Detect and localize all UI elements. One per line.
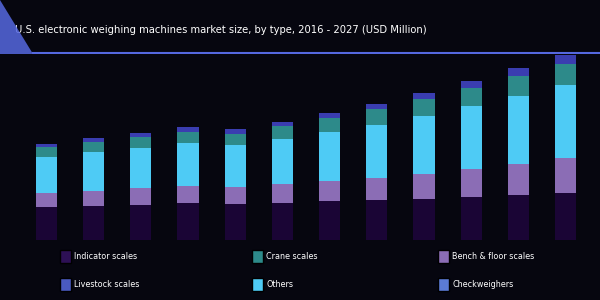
Bar	[178, 131, 199, 143]
Bar	[83, 138, 104, 142]
Bar	[319, 132, 340, 182]
Bar	[508, 195, 529, 240]
Bar	[36, 157, 57, 193]
Bar	[508, 76, 529, 96]
Bar	[130, 188, 151, 205]
Bar	[461, 88, 482, 106]
Bar	[130, 137, 151, 148]
Text: Livestock scales: Livestock scales	[74, 280, 140, 289]
Bar	[461, 106, 482, 169]
Bar	[555, 64, 576, 85]
Bar	[224, 187, 246, 204]
Bar	[272, 203, 293, 240]
Bar	[461, 197, 482, 240]
Bar	[319, 118, 340, 132]
Bar	[366, 200, 388, 240]
Bar	[178, 186, 199, 203]
Bar	[555, 158, 576, 193]
Bar	[366, 103, 388, 109]
Bar	[36, 193, 57, 207]
Text: Indicator scales: Indicator scales	[74, 252, 137, 261]
Bar	[555, 193, 576, 240]
Bar	[461, 81, 482, 88]
Bar	[83, 152, 104, 191]
FancyBboxPatch shape	[252, 278, 263, 291]
Bar	[272, 122, 293, 126]
Bar	[130, 205, 151, 240]
Bar	[36, 207, 57, 240]
Bar	[83, 142, 104, 152]
Bar	[555, 85, 576, 158]
Text: U.S. electronic weighing machines market size, by type, 2016 - 2027 (USD Million: U.S. electronic weighing machines market…	[15, 25, 427, 35]
Bar	[413, 93, 434, 100]
Bar	[83, 191, 104, 206]
Bar	[366, 124, 388, 178]
Bar	[555, 55, 576, 64]
Bar	[319, 201, 340, 240]
Bar	[272, 126, 293, 139]
Polygon shape	[0, 0, 33, 54]
Bar	[413, 174, 434, 199]
FancyBboxPatch shape	[438, 250, 449, 263]
Bar	[224, 145, 246, 187]
Bar	[178, 127, 199, 131]
Bar	[224, 204, 246, 240]
Bar	[508, 96, 529, 164]
Text: Bench & floor scales: Bench & floor scales	[452, 252, 535, 261]
FancyBboxPatch shape	[60, 278, 71, 291]
Bar	[366, 110, 388, 124]
Bar	[319, 182, 340, 201]
Bar	[508, 68, 529, 76]
FancyBboxPatch shape	[60, 250, 71, 263]
FancyBboxPatch shape	[252, 250, 263, 263]
Bar	[508, 164, 529, 195]
Bar	[130, 133, 151, 137]
Text: Checkweighers: Checkweighers	[452, 280, 514, 289]
Bar	[36, 144, 57, 147]
Bar	[413, 100, 434, 116]
Bar	[461, 169, 482, 197]
Bar	[36, 147, 57, 157]
Bar	[83, 206, 104, 240]
Bar	[224, 134, 246, 145]
Text: Others: Others	[266, 280, 293, 289]
Bar	[366, 178, 388, 200]
Text: Crane scales: Crane scales	[266, 252, 318, 261]
Bar	[413, 116, 434, 174]
Bar	[272, 139, 293, 184]
Bar	[319, 113, 340, 118]
FancyBboxPatch shape	[438, 278, 449, 291]
Bar	[130, 148, 151, 188]
Bar	[413, 199, 434, 240]
Bar	[178, 203, 199, 240]
Bar	[178, 143, 199, 186]
Bar	[224, 129, 246, 134]
Bar	[272, 184, 293, 203]
